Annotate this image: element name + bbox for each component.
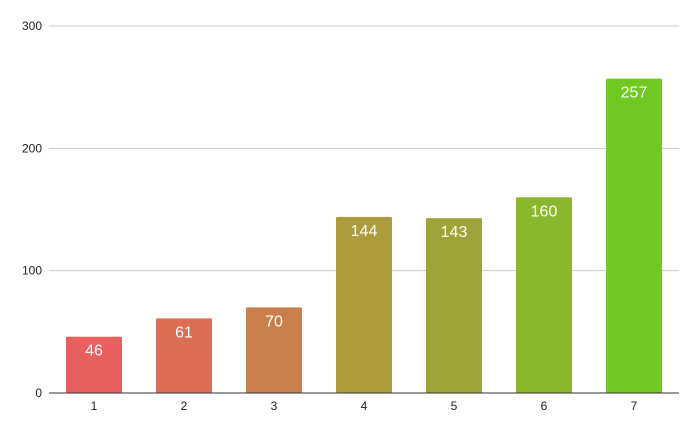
x-tick-label-5: 5 bbox=[451, 399, 458, 413]
data-label-7: 257 bbox=[621, 85, 648, 102]
data-label-3: 70 bbox=[265, 313, 283, 330]
bar-2 bbox=[156, 318, 212, 393]
data-labels: 46 61 70 144 143 160 257 bbox=[85, 85, 647, 360]
bar-7 bbox=[606, 78, 662, 393]
data-label-5: 143 bbox=[441, 224, 468, 241]
y-tick-label: 100 bbox=[22, 264, 42, 278]
y-axis-ticks: 0 100 200 300 bbox=[22, 19, 42, 400]
y-tick-label: 200 bbox=[22, 141, 42, 155]
data-label-1: 46 bbox=[85, 343, 103, 360]
data-label-2: 61 bbox=[175, 324, 193, 341]
bar-6 bbox=[516, 197, 572, 393]
x-tick-label-2: 2 bbox=[181, 399, 188, 413]
x-tick-label-6: 6 bbox=[541, 399, 548, 413]
data-label-4: 144 bbox=[351, 223, 378, 240]
x-tick-label-4: 4 bbox=[361, 399, 368, 413]
x-axis-ticks: 1 2 3 4 5 6 7 bbox=[91, 399, 638, 413]
x-tick-label-1: 1 bbox=[91, 399, 98, 413]
x-tick-label-3: 3 bbox=[271, 399, 278, 413]
x-tick-label-7: 7 bbox=[631, 399, 638, 413]
bar-5 bbox=[426, 218, 482, 393]
bar-1 bbox=[66, 336, 122, 393]
y-tick-label: 0 bbox=[35, 386, 42, 400]
y-tick-label: 300 bbox=[22, 19, 42, 33]
bars bbox=[66, 78, 662, 393]
bar-3 bbox=[246, 307, 302, 393]
data-label-6: 160 bbox=[531, 203, 558, 220]
bar-4 bbox=[336, 216, 392, 393]
